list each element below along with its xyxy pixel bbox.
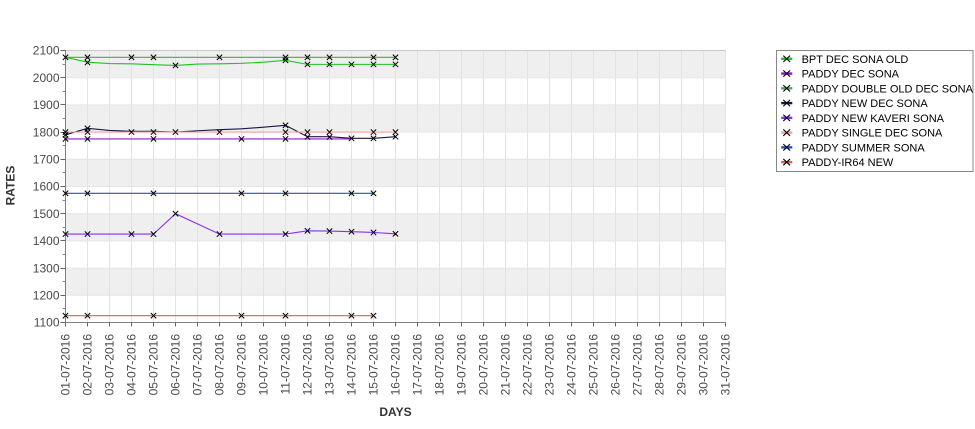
svg-text:20-07-2016: 20-07-2016 [477,334,491,396]
svg-text:26-07-2016: 26-07-2016 [609,334,623,396]
svg-text:1500: 1500 [33,207,60,221]
svg-text:1200: 1200 [33,289,60,303]
svg-text:27-07-2016: 27-07-2016 [631,334,645,396]
svg-text:2100: 2100 [33,44,60,58]
svg-text:1400: 1400 [33,234,60,248]
svg-text:02-07-2016: 02-07-2016 [81,334,95,396]
svg-text:PADDY-IR64 NEW: PADDY-IR64 NEW [802,157,894,169]
svg-text:RATES: RATES [4,166,18,206]
svg-text:17-07-2016: 17-07-2016 [411,334,425,396]
svg-text:18-07-2016: 18-07-2016 [433,334,447,396]
svg-text:BPT DEC SONA OLD: BPT DEC SONA OLD [802,54,909,66]
svg-text:06-07-2016: 06-07-2016 [169,334,183,396]
svg-text:DAYS: DAYS [379,405,411,419]
svg-text:09-07-2016: 09-07-2016 [235,334,249,396]
svg-text:1600: 1600 [33,180,60,194]
svg-text:PADDY NEW KAVERI SONA: PADDY NEW KAVERI SONA [802,113,945,125]
svg-text:29-07-2016: 29-07-2016 [675,334,689,396]
svg-text:04-07-2016: 04-07-2016 [125,334,139,396]
svg-text:12-07-2016: 12-07-2016 [301,334,315,396]
svg-text:1300: 1300 [33,261,60,275]
svg-text:21-07-2016: 21-07-2016 [499,334,513,396]
svg-text:11-07-2016: 11-07-2016 [279,334,293,395]
svg-text:28-07-2016: 28-07-2016 [653,334,667,396]
svg-text:1100: 1100 [34,316,60,330]
svg-text:07-07-2016: 07-07-2016 [191,334,205,396]
svg-text:PADDY SUMMER SONA: PADDY SUMMER SONA [802,142,926,154]
svg-text:19-07-2016: 19-07-2016 [455,334,469,396]
svg-text:1900: 1900 [33,98,60,112]
svg-text:PADDY DEC SONA: PADDY DEC SONA [802,69,900,81]
svg-text:23-07-2016: 23-07-2016 [543,334,557,396]
svg-text:31-07-2016: 31-07-2016 [719,334,733,396]
svg-text:08-07-2016: 08-07-2016 [213,334,227,396]
svg-text:14-07-2016: 14-07-2016 [345,334,359,396]
svg-text:1700: 1700 [33,153,60,167]
svg-text:1800: 1800 [33,125,60,139]
svg-text:01-07-2016: 01-07-2016 [59,334,73,396]
svg-text:30-07-2016: 30-07-2016 [697,334,711,396]
svg-text:PADDY NEW DEC SONA: PADDY NEW DEC SONA [802,98,929,110]
svg-text:10-07-2016: 10-07-2016 [257,334,271,396]
svg-text:PADDY SINGLE DEC SONA: PADDY SINGLE DEC SONA [802,128,943,140]
svg-text:22-07-2016: 22-07-2016 [521,334,535,396]
svg-text:25-07-2016: 25-07-2016 [587,334,601,396]
svg-text:24-07-2016: 24-07-2016 [565,334,579,396]
svg-text:16-07-2016: 16-07-2016 [389,334,403,396]
svg-text:13-07-2016: 13-07-2016 [323,334,337,396]
svg-text:05-07-2016: 05-07-2016 [147,334,161,396]
svg-text:2000: 2000 [33,71,60,85]
svg-text:PADDY DOUBLE OLD DEC SONA: PADDY DOUBLE OLD DEC SONA [802,83,974,95]
svg-text:15-07-2016: 15-07-2016 [367,334,381,396]
svg-text:03-07-2016: 03-07-2016 [103,334,117,396]
